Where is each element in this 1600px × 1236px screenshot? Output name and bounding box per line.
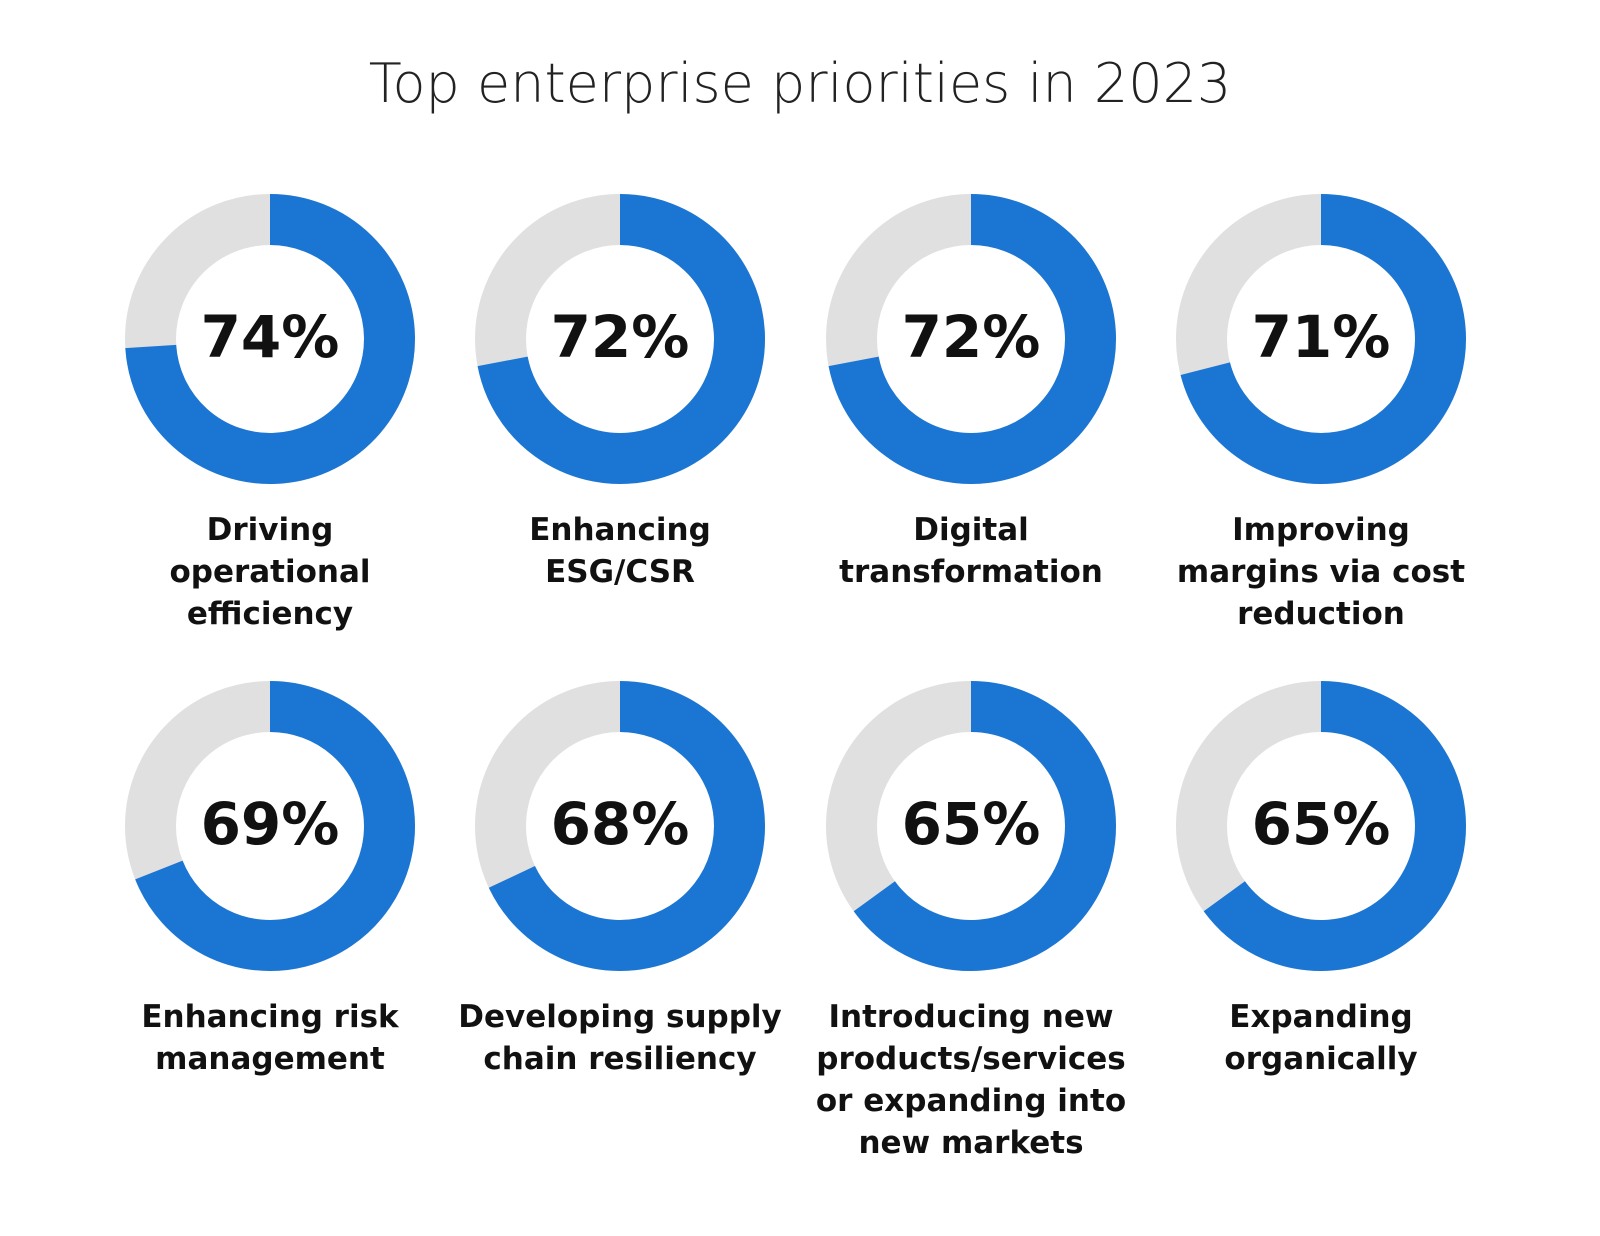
- value-label: 72%: [551, 303, 690, 371]
- category-label: Improving margins via cost reduction: [1176, 512, 1466, 632]
- chart-title: Top enterprise priorities in 2023: [368, 52, 1232, 115]
- donut-segment: [488, 681, 765, 971]
- donut-segment: [1203, 681, 1466, 971]
- value-label: 65%: [902, 790, 1041, 858]
- donut-segment: [477, 194, 765, 484]
- value-label: 69%: [201, 790, 340, 858]
- donut-segment: [1180, 194, 1466, 484]
- donut-segment: [125, 194, 415, 484]
- donut-segment: [135, 681, 415, 971]
- donut-segment: [853, 681, 1116, 971]
- category-label: Driving operational efficiency: [169, 512, 371, 632]
- category-label: Expanding organically: [1224, 999, 1418, 1077]
- category-label: Developing supply chain resiliency: [458, 999, 782, 1077]
- category-label: Digital transformation: [839, 512, 1103, 590]
- value-label: 72%: [902, 303, 1041, 371]
- value-label: 65%: [1252, 790, 1391, 858]
- category-label: Enhancing ESG/CSR: [529, 512, 711, 590]
- donut-segment: [828, 194, 1116, 484]
- value-label: 71%: [1252, 303, 1391, 371]
- category-label: Introducing new products/services or exp…: [815, 999, 1127, 1161]
- value-label: 74%: [201, 303, 340, 371]
- category-label: Enhancing risk management: [141, 999, 399, 1077]
- value-label: 68%: [551, 790, 690, 858]
